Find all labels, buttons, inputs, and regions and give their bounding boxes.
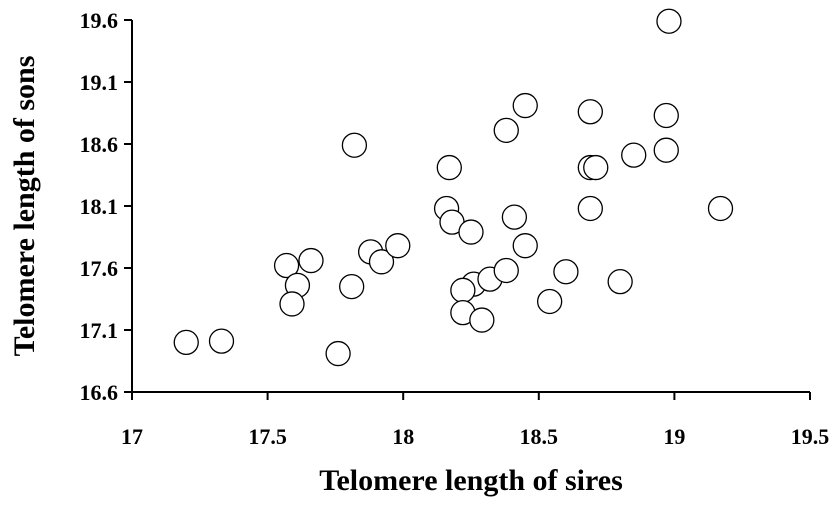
y-tick-label: 18.6	[80, 132, 119, 157]
y-tick-label: 18.1	[80, 194, 119, 219]
point	[298, 247, 324, 274]
point	[368, 249, 395, 275]
point	[450, 277, 476, 303]
point	[279, 291, 305, 317]
y-tick-label: 19.1	[80, 70, 119, 95]
y-tick-label: 17.6	[80, 256, 119, 281]
point	[536, 288, 563, 315]
x-axis-title: Telomere length of sires	[319, 464, 623, 497]
point	[325, 340, 351, 367]
x-tick-label: 17.5	[248, 424, 287, 449]
point	[577, 99, 603, 125]
x-tick-label: 17	[121, 424, 143, 449]
y-axis-title: Telomere length of sons	[8, 56, 41, 357]
point	[621, 142, 647, 168]
point	[493, 117, 519, 144]
y-tick-label: 19.6	[80, 8, 119, 33]
point	[469, 307, 495, 333]
point	[436, 154, 462, 181]
point	[607, 268, 633, 295]
point	[458, 219, 484, 245]
point	[553, 259, 579, 285]
y-tick-label: 17.1	[80, 318, 119, 343]
y-tick-label: 16.6	[80, 380, 119, 405]
x-tick-label: 18.5	[520, 424, 559, 449]
point	[653, 137, 679, 163]
point	[341, 132, 368, 158]
point	[512, 92, 538, 119]
point	[501, 204, 528, 230]
point	[707, 195, 734, 222]
point	[577, 195, 603, 222]
point	[512, 233, 538, 259]
point	[385, 233, 411, 259]
point	[493, 257, 519, 284]
x-tick-label: 19	[663, 424, 685, 449]
x-tick-label: 18	[392, 424, 414, 449]
point	[273, 252, 300, 279]
point	[208, 328, 235, 354]
point	[173, 329, 199, 356]
x-tick-label: 19.5	[791, 424, 830, 449]
point	[339, 273, 365, 300]
point	[583, 154, 609, 181]
point	[656, 8, 682, 34]
point	[653, 102, 679, 129]
